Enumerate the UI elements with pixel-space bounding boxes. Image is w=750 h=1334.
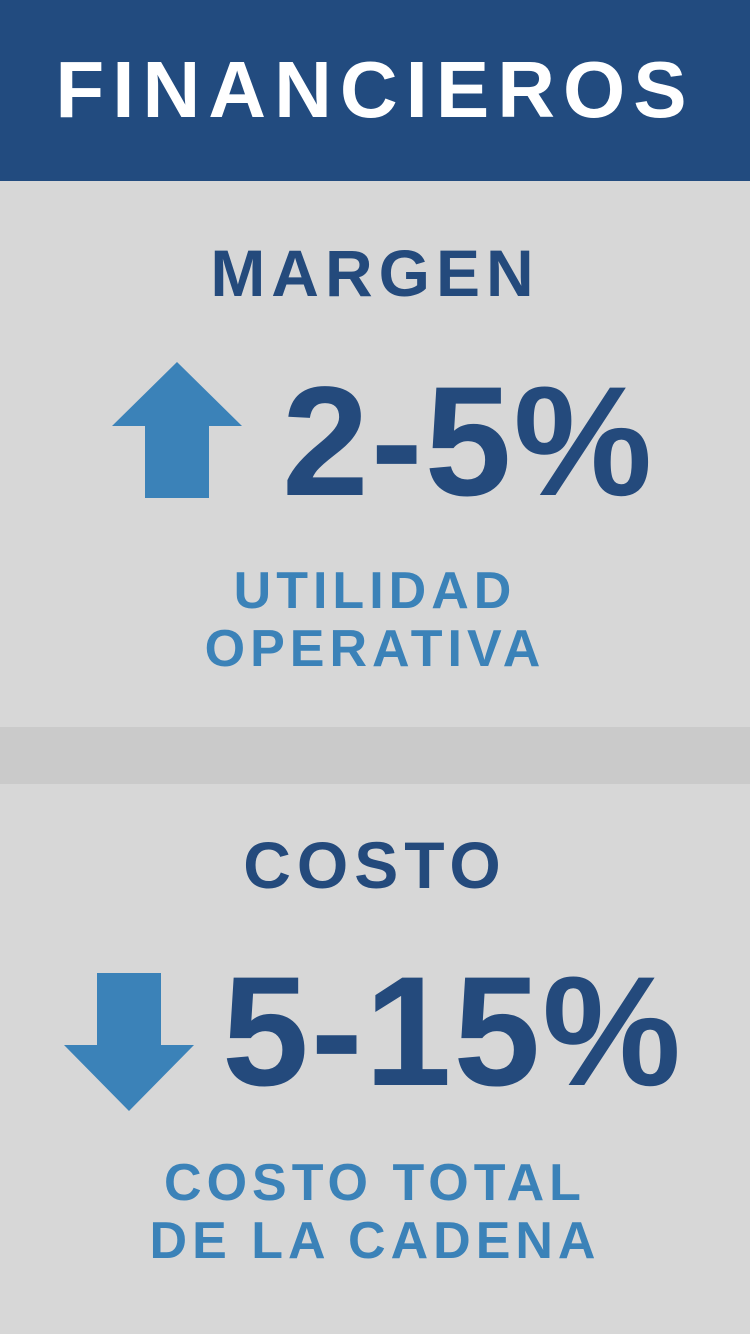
header-banner: FINANCIEROS (0, 0, 750, 181)
section-subtitle-line: COSTO TOTAL (164, 1154, 586, 1212)
section-title: COSTO (243, 828, 507, 902)
arrow-down-icon (64, 973, 194, 1111)
arrow-up-icon (112, 362, 242, 498)
section-divider (0, 727, 750, 784)
section-subtitle-line: OPERATIVA (204, 620, 546, 678)
section-subtitle-line: DE LA CADENA (149, 1212, 601, 1270)
section-value: 5-15% (222, 945, 683, 1119)
header-title: FINANCIEROS (55, 45, 695, 134)
section-subtitle-line: UTILIDAD (233, 562, 517, 620)
section-value: 2-5% (282, 355, 655, 529)
section-title: MARGEN (210, 236, 540, 310)
